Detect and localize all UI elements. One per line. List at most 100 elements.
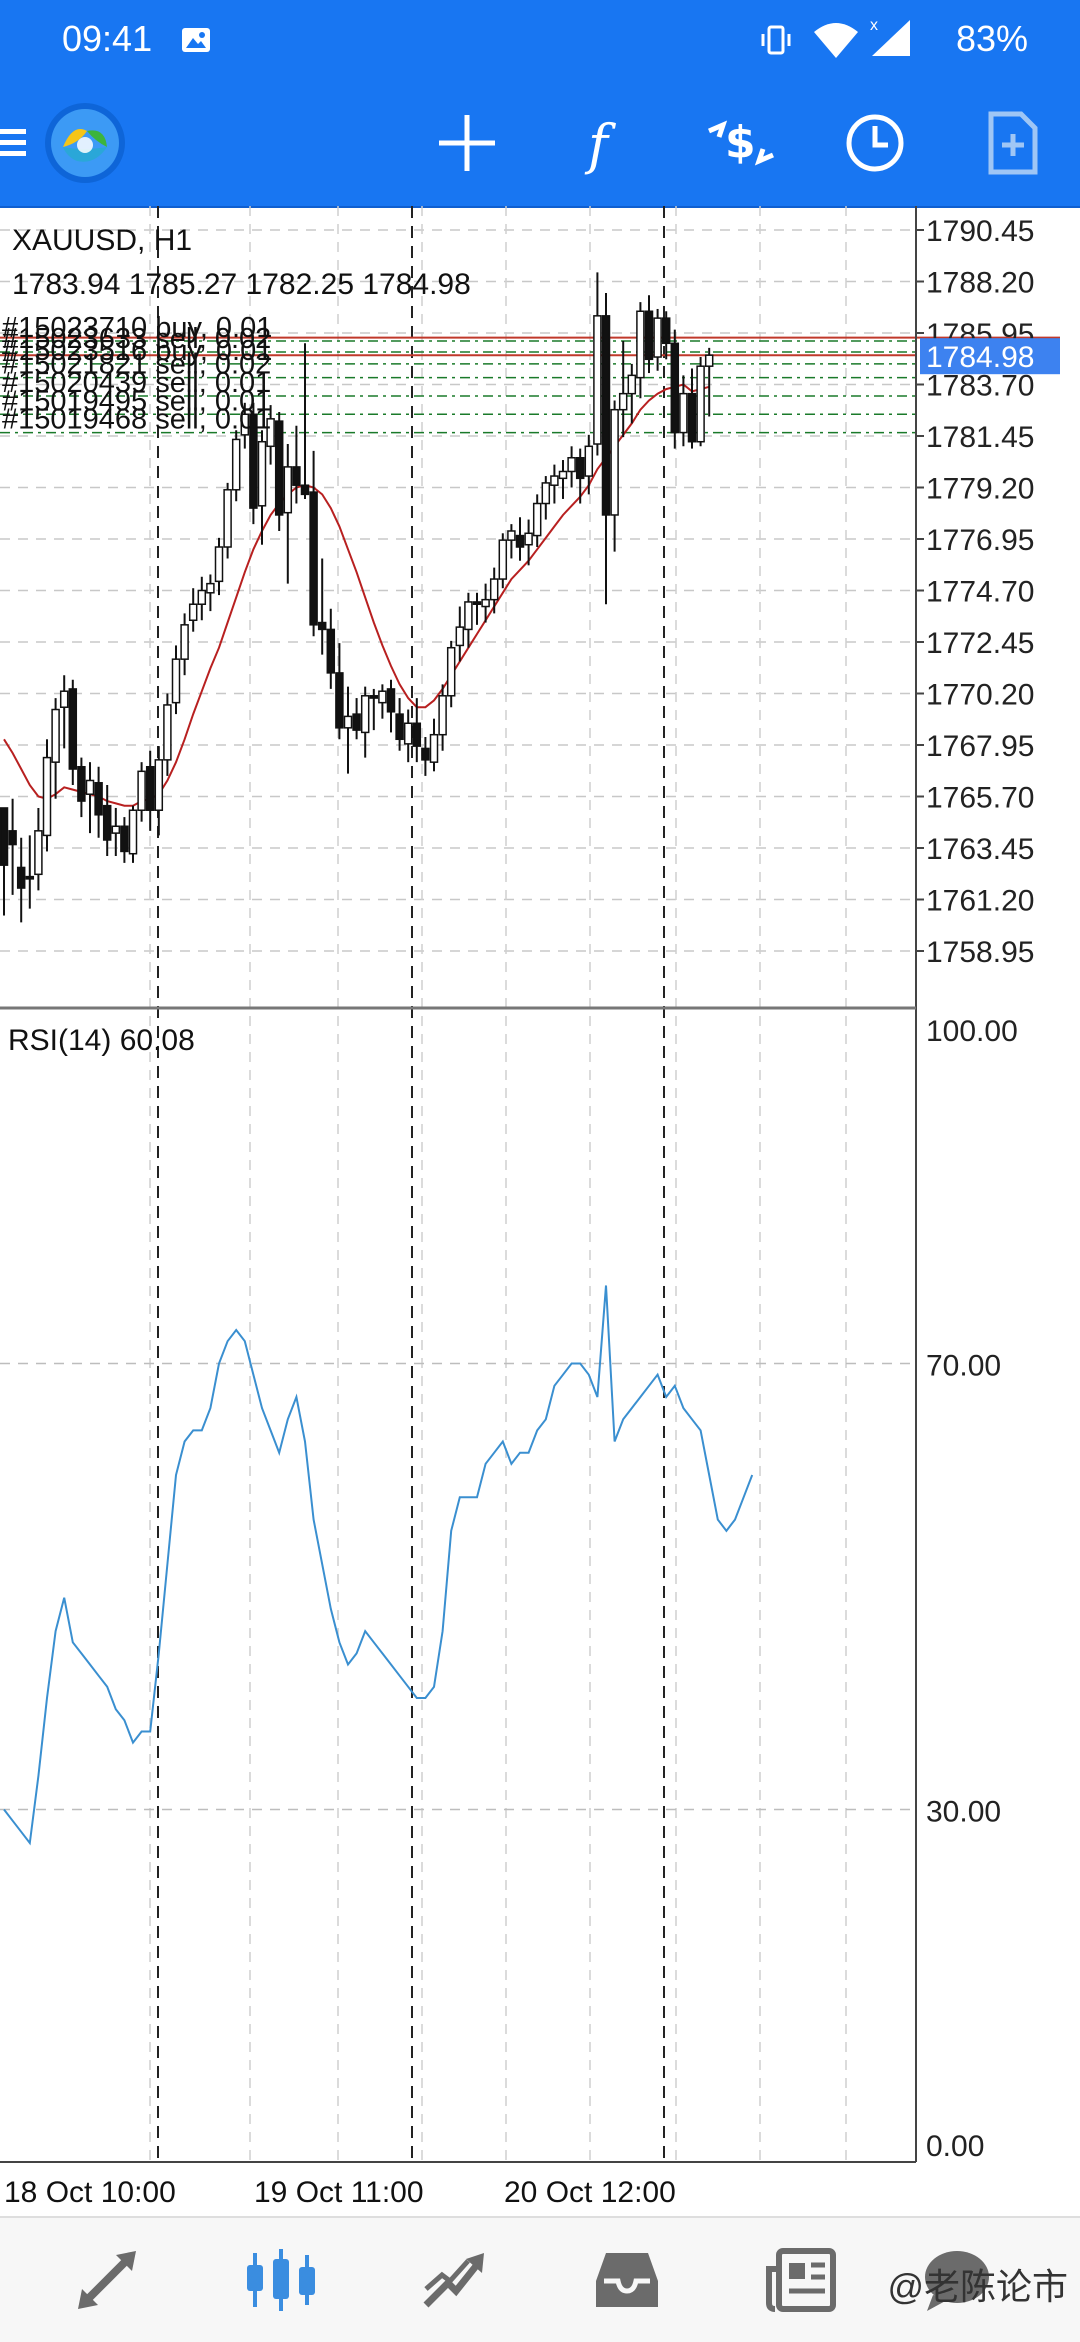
menu-button[interactable] [0, 98, 30, 188]
candle [128, 805, 138, 863]
candle [610, 400, 619, 552]
candle-body-bull [378, 690, 387, 704]
candle-body-bull [541, 482, 551, 505]
svg-text:x: x [870, 17, 878, 34]
candle [34, 807, 43, 891]
candle [137, 762, 146, 822]
candle [515, 517, 525, 561]
candle [77, 757, 86, 818]
candle [309, 450, 318, 637]
order-label: #15021821 sell, 0.02 [2, 349, 271, 381]
price-tick-label: 1772.45 [926, 627, 1034, 660]
candle [8, 798, 17, 895]
candle [601, 292, 611, 605]
candle-body-bull [59, 690, 69, 708]
candle [292, 425, 301, 504]
candle [653, 308, 662, 371]
rsi-tick-label: 70.00 [926, 1350, 1001, 1383]
candle [696, 357, 705, 447]
candle [145, 750, 155, 831]
candle [180, 613, 189, 676]
candle-body-bull [197, 589, 207, 605]
candle [343, 686, 353, 774]
candle [274, 411, 284, 531]
candle [395, 698, 404, 751]
candle-body-bull [137, 770, 146, 811]
candle-body-bull [498, 539, 508, 580]
candle-body-bear [601, 315, 611, 516]
candle-body-bear [317, 621, 327, 631]
candle-body-bull [438, 695, 447, 736]
candle-body-bull [618, 392, 628, 411]
candle-body-bull [507, 530, 516, 541]
candle-body-bear [300, 484, 310, 496]
nav-chart[interactable] [236, 2238, 326, 2322]
candle-body-bull [266, 418, 275, 448]
candle [412, 698, 422, 763]
candle-body-bear [472, 601, 482, 605]
price-tick-label: 1783.70 [926, 370, 1034, 403]
indicators-button[interactable]: f [560, 98, 650, 188]
toolbar: f $ [0, 80, 1080, 208]
candle [704, 347, 714, 417]
templates-button[interactable] [968, 98, 1058, 188]
candle-body-bull [111, 825, 121, 834]
candle [240, 402, 250, 449]
nav-quotes[interactable] [62, 2238, 152, 2322]
candle [300, 343, 310, 499]
candle [541, 476, 551, 520]
candle-body-bull [257, 440, 267, 507]
crosshair-button[interactable] [422, 98, 512, 188]
menu-icon [0, 129, 26, 156]
chart-area[interactable]: 1790.45 1788.20 1785.95 1783.70 1781.45 1779.… [0, 206, 1080, 2216]
nav-history[interactable] [582, 2238, 672, 2322]
candle-body-bull [464, 601, 473, 631]
candle-body-bull [206, 582, 215, 594]
candle-body-bear [395, 713, 404, 741]
candle [498, 533, 508, 589]
candle [438, 684, 447, 751]
candle [94, 766, 103, 838]
candle [326, 608, 336, 689]
candle [266, 405, 275, 465]
candle-body-bull [85, 779, 95, 795]
nav-trade[interactable] [410, 2238, 500, 2322]
candle [120, 817, 129, 863]
timeframe-button[interactable] [830, 98, 920, 188]
chat-icon [925, 2251, 989, 2311]
candle [206, 574, 215, 612]
candle [558, 460, 568, 499]
candle [421, 736, 430, 776]
nav-news[interactable] [756, 2238, 846, 2322]
price-tick-label: 1781.45 [926, 421, 1034, 454]
wifi-icon [814, 23, 858, 58]
candle [317, 558, 327, 655]
candle [188, 588, 198, 632]
rsi-line [3, 1285, 754, 1846]
chart-canvas[interactable]: 1790.451788.201785.951783.701781.451779.… [0, 206, 1080, 2216]
trade-icon [423, 2253, 484, 2308]
nav-chat[interactable] [912, 2238, 1002, 2322]
candle-body-bear [77, 765, 86, 802]
candle-body-bull [163, 704, 172, 761]
candle [567, 446, 576, 488]
candle [446, 640, 456, 708]
candle [231, 430, 241, 502]
candle [464, 592, 473, 648]
price-tick-label: 1765.70 [926, 782, 1034, 815]
candle-body-bull [610, 408, 619, 516]
candle-body-bear [8, 830, 17, 846]
candle-body-bull [154, 759, 164, 811]
candle-body-bull [343, 715, 353, 729]
image-notification-icon [182, 28, 210, 52]
candle [369, 688, 379, 731]
trading-button[interactable]: $ [696, 98, 786, 188]
metatrader-logo[interactable] [40, 98, 130, 188]
candle-body-bull [636, 310, 645, 379]
candle [679, 375, 688, 447]
candle-body-bear [335, 672, 344, 729]
candle-body-bull [679, 392, 688, 434]
indicators-icon: f [584, 113, 616, 175]
candle-body-bear [102, 804, 112, 841]
candle [171, 645, 181, 715]
